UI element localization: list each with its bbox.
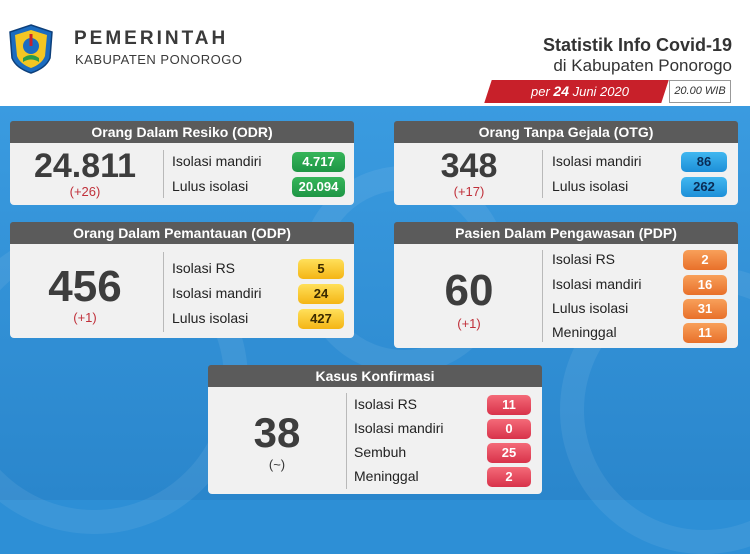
time-label: 20.00 WIB — [669, 80, 731, 103]
pdp-row-label: Isolasi RS — [552, 251, 616, 267]
odr-row-value: 20.094 — [292, 177, 345, 197]
konfirmasi-panel: Kasus Konfirmasi 38 (~) Isolasi RS 11 Is… — [208, 365, 542, 494]
otg-delta: (+17) — [453, 184, 485, 199]
konfirmasi-row-value: 11 — [487, 395, 531, 415]
stat-subtitle: di Kabupaten Ponorogo — [553, 56, 732, 75]
pdp-row-label: Isolasi mandiri — [552, 276, 642, 292]
pdp-delta: (+1) — [457, 316, 481, 331]
konfirmasi-row-label: Isolasi mandiri — [354, 420, 444, 436]
org-name: PEMERINTAH — [74, 28, 229, 49]
odr-row-value: 4.717 — [292, 152, 345, 172]
otg-row-value: 262 — [681, 177, 727, 197]
header: PEMERINTAH KABUPATEN PONOROGO Statistik … — [0, 0, 750, 106]
konfirmasi-row-value: 25 — [487, 443, 531, 463]
odr-row-label: Lulus isolasi — [172, 178, 249, 194]
odp-row-value: 24 — [298, 284, 344, 304]
odr-title: Orang Dalam Resiko (ODR) — [10, 121, 354, 143]
pdp-row-value: 11 — [683, 323, 727, 343]
otg-title: Orang Tanpa Gejala (OTG) — [394, 121, 738, 143]
stat-title: Statistik Info Covid-19 — [542, 35, 732, 55]
pdp-row-value: 16 — [683, 275, 727, 295]
konfirmasi-row-value: 0 — [487, 419, 531, 439]
odp-title: Orang Dalam Pemantauan (ODP) — [10, 222, 354, 244]
otg-total: 348 — [440, 147, 498, 185]
pdp-row-value: 31 — [683, 299, 727, 319]
otg-row-label: Isolasi mandiri — [552, 153, 642, 169]
odp-row-label: Lulus isolasi — [172, 310, 249, 326]
pdp-panel: Pasien Dalam Pengawasan (PDP) 60 (+1) Is… — [394, 222, 738, 348]
odp-row-value: 5 — [298, 259, 344, 279]
regency-emblem-icon — [9, 24, 53, 74]
odr-row-label: Isolasi mandiri — [172, 153, 262, 169]
odp-row-label: Isolasi mandiri — [172, 285, 262, 301]
konfirmasi-delta: (~) — [268, 457, 286, 472]
odp-delta: (+1) — [73, 310, 97, 325]
pdp-total: 60 — [444, 266, 494, 315]
konfirmasi-row-value: 2 — [487, 467, 531, 487]
odp-total: 456 — [48, 262, 122, 311]
konfirmasi-row-label: Sembuh — [354, 444, 407, 460]
odr-panel: Orang Dalam Resiko (ODR) 24.811 (+26) Is… — [10, 121, 354, 205]
odr-delta: (+26) — [69, 184, 101, 199]
konfirmasi-title: Kasus Konfirmasi — [208, 365, 542, 387]
pdp-row-label: Lulus isolasi — [552, 300, 629, 316]
konfirmasi-total: 38 — [253, 409, 301, 456]
pdp-title: Pasien Dalam Pengawasan (PDP) — [394, 222, 738, 244]
odp-row-label: Isolasi RS — [172, 260, 236, 276]
pdp-row-value: 2 — [683, 250, 727, 270]
konfirmasi-row-label: Meninggal — [354, 468, 419, 484]
otg-row-value: 86 — [681, 152, 727, 172]
odp-panel: Orang Dalam Pemantauan (ODP) 456 (+1) Is… — [10, 222, 354, 338]
otg-row-label: Lulus isolasi — [552, 178, 629, 194]
odp-row-value: 427 — [298, 309, 344, 329]
date-label: per 24 Juni 2020 — [531, 83, 629, 99]
odr-total: 24.811 — [33, 147, 137, 185]
org-subname: KABUPATEN PONOROGO — [75, 52, 243, 67]
konfirmasi-row-label: Isolasi RS — [354, 396, 418, 412]
pdp-row-label: Meninggal — [552, 324, 617, 340]
otg-panel: Orang Tanpa Gejala (OTG) 348 (+17) Isola… — [394, 121, 738, 205]
